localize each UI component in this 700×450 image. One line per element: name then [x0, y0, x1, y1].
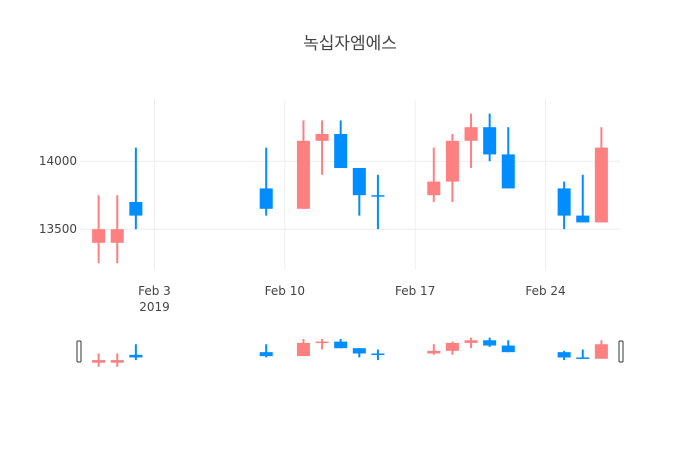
- slider-candle[interactable]: [315, 338, 329, 350]
- range-slider-left-handle[interactable]: [76, 340, 82, 363]
- candle-body: [464, 340, 478, 343]
- grid-layer: [80, 100, 620, 270]
- candle-body: [501, 154, 515, 189]
- candle-body: [501, 345, 515, 353]
- x-tick-label: Feb 10: [265, 284, 305, 298]
- slider-candle[interactable]: [427, 344, 441, 355]
- slider-candle[interactable]: [92, 353, 106, 367]
- slider-candle[interactable]: [296, 338, 310, 357]
- slider-candle[interactable]: [334, 338, 348, 349]
- slider-candle[interactable]: [371, 349, 385, 361]
- candle-body: [464, 127, 478, 141]
- y-axis: 13500 14000: [39, 154, 77, 236]
- candle-body: [557, 188, 571, 216]
- candle-body: [296, 140, 310, 209]
- candle[interactable]: [334, 120, 348, 168]
- candle-body: [576, 215, 590, 223]
- candle[interactable]: [557, 181, 571, 230]
- candle-body: [92, 229, 106, 243]
- candle[interactable]: [594, 127, 608, 223]
- candle-body: [315, 341, 329, 344]
- range-slider[interactable]: [76, 335, 624, 368]
- candle[interactable]: [352, 168, 366, 216]
- candle-body: [427, 181, 441, 196]
- candle-body: [315, 134, 329, 141]
- candle[interactable]: [259, 147, 273, 216]
- candle-body: [334, 341, 348, 349]
- candle-body: [110, 360, 124, 363]
- candle-body: [594, 147, 608, 223]
- candle-body: [427, 350, 441, 354]
- candle-body: [483, 340, 497, 346]
- x-tick-label: Feb 3: [138, 284, 171, 298]
- candle-body: [445, 140, 459, 182]
- x-tick-sublabel: 2019: [139, 300, 170, 314]
- candle-body: [296, 342, 310, 357]
- candle-body: [371, 353, 385, 355]
- x-tick-label: Feb 24: [525, 284, 565, 298]
- candle[interactable]: [92, 195, 106, 264]
- range-slider-right-handle[interactable]: [618, 340, 624, 363]
- candle-body: [352, 168, 366, 196]
- chart-title: 녹십자엠에스: [303, 34, 397, 54]
- candle[interactable]: [501, 127, 515, 189]
- candle[interactable]: [576, 174, 590, 223]
- candle-body: [576, 357, 590, 359]
- slider-candle[interactable]: [557, 350, 571, 361]
- x-axis: Feb 3 2019 Feb 10 Feb 17 Feb 24: [138, 284, 566, 314]
- candle[interactable]: [427, 147, 441, 202]
- range-slider-background: [80, 335, 620, 368]
- candle-body: [259, 352, 273, 357]
- slider-candle[interactable]: [576, 349, 590, 359]
- slider-candle[interactable]: [464, 337, 478, 349]
- candle[interactable]: [110, 195, 124, 264]
- slider-candle[interactable]: [445, 341, 459, 355]
- slider-candle[interactable]: [594, 340, 608, 359]
- candle[interactable]: [483, 113, 497, 162]
- candle[interactable]: [315, 120, 329, 175]
- y-tick-label: 14000: [39, 154, 77, 168]
- slider-candle[interactable]: [352, 348, 366, 358]
- slider-candle[interactable]: [129, 344, 143, 361]
- slider-candle[interactable]: [483, 337, 497, 347]
- candle[interactable]: [129, 147, 143, 230]
- slider-candle[interactable]: [259, 344, 273, 358]
- x-tick-label: Feb 17: [395, 284, 435, 298]
- candle-body: [557, 352, 571, 358]
- y-tick-label: 13500: [39, 222, 77, 236]
- slider-candle[interactable]: [501, 340, 515, 353]
- candle[interactable]: [296, 120, 310, 209]
- candle-body: [129, 202, 143, 216]
- candle-body: [371, 195, 385, 197]
- slider-candle[interactable]: [110, 353, 124, 367]
- candle-body: [129, 354, 143, 358]
- candle[interactable]: [445, 134, 459, 202]
- candle-layer: [92, 113, 608, 264]
- candle[interactable]: [371, 174, 385, 230]
- candle-body: [352, 348, 366, 354]
- candle-body: [92, 360, 106, 363]
- candle-body: [594, 344, 608, 359]
- candle-body: [110, 229, 124, 243]
- candle[interactable]: [464, 113, 478, 168]
- candle-body: [259, 188, 273, 209]
- candle-body: [445, 342, 459, 351]
- candle-body: [483, 127, 497, 155]
- candle-body: [334, 134, 348, 168]
